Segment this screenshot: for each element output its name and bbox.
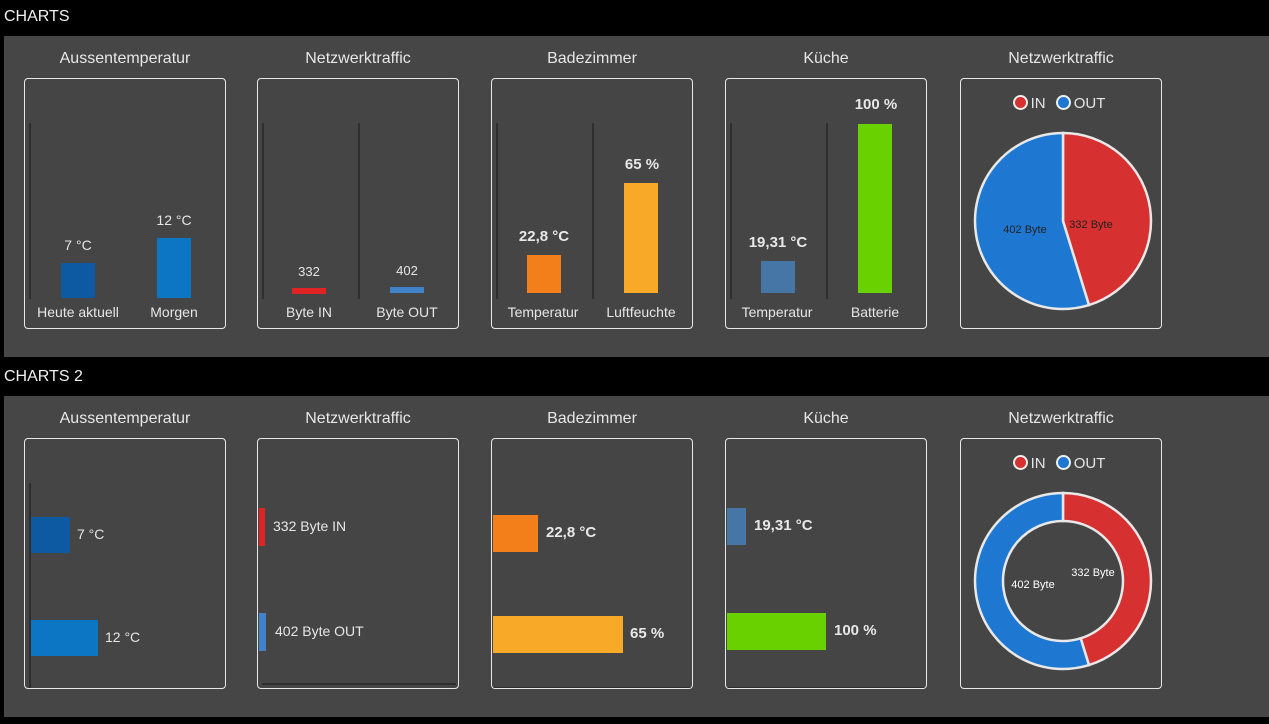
data-label: 12 °C xyxy=(156,212,192,228)
tick-label: Batterie xyxy=(850,304,900,320)
slice-label-out: 402 Byte xyxy=(1011,579,1054,591)
y-axis xyxy=(730,123,732,299)
widget-title: Aussentemperatur xyxy=(59,410,191,427)
bar-temperatur[interactable] xyxy=(761,261,795,293)
bar-luftfeuchte[interactable] xyxy=(624,183,658,293)
legend-label: OUT xyxy=(1073,455,1106,472)
legend-swatch-in xyxy=(1012,455,1028,470)
section-header-charts: CHARTS xyxy=(0,0,1269,36)
pie-slice-in[interactable] xyxy=(1061,131,1153,307)
widget-title: Netzwerktraffic xyxy=(305,50,411,67)
y-axis xyxy=(29,483,31,688)
data-label: 12 °C xyxy=(105,629,141,645)
chart-card-badezimmer[interactable]: 22,8 °C Temperatur 65 % Luftfeuchte xyxy=(491,78,693,329)
grid-line xyxy=(592,123,594,299)
chart-card-kueche-h[interactable]: 19,31 °C 100 % xyxy=(725,438,927,689)
donut-chart: 402 Byte 332 Byte xyxy=(973,491,1153,671)
bar-morgen[interactable] xyxy=(157,238,191,298)
x-axis xyxy=(262,683,456,685)
chart-card-badezimmer-h[interactable]: 22,8 °C 65 % xyxy=(491,438,693,689)
bar-byte-out[interactable] xyxy=(259,613,266,651)
tick-label: Temperatur xyxy=(507,304,579,320)
data-label: 19,31 °C xyxy=(748,234,808,251)
chart-card-aussentemperatur[interactable]: 7 °C Heute aktuell 12 °C Morgen xyxy=(24,78,226,329)
pie-chart: 402 Byte 332 Byte xyxy=(973,131,1153,311)
y-axis xyxy=(496,123,498,299)
data-label: 402 Byte OUT xyxy=(275,623,364,639)
bar-byte-out[interactable] xyxy=(390,287,424,293)
bar-morgen[interactable] xyxy=(31,620,98,656)
bar-luftfeuchte[interactable] xyxy=(493,616,623,653)
widget-title: Aussentemperatur xyxy=(59,50,191,67)
legend-swatch-out xyxy=(1055,95,1071,110)
data-label: 100 % xyxy=(834,622,877,639)
data-label: 332 xyxy=(298,264,320,279)
section-title: CHARTS 2 xyxy=(4,368,83,385)
legend-label: IN xyxy=(1030,455,1046,472)
widget-title: Netzwerktraffic xyxy=(1008,410,1114,427)
legend-swatch-in xyxy=(1012,95,1028,110)
x-axis xyxy=(492,687,692,688)
legend: IN OUT xyxy=(961,95,1161,112)
slice-label-in: 332 Byte xyxy=(1069,219,1112,231)
y-axis xyxy=(262,123,264,299)
chart-card-netzwerktraffic-h[interactable]: 332 Byte IN 402 Byte OUT xyxy=(257,438,459,689)
data-label: 65 % xyxy=(630,625,665,642)
legend: IN OUT xyxy=(961,455,1161,472)
tick-label: Luftfeuchte xyxy=(606,304,676,320)
tick-label: Heute aktuell xyxy=(37,304,119,320)
widget-title: Netzwerktraffic xyxy=(1008,50,1114,67)
bar-temperatur[interactable] xyxy=(527,255,561,293)
tick-label: Temperatur xyxy=(741,304,813,320)
data-label: 7 °C xyxy=(64,237,92,253)
grid-line xyxy=(358,123,360,299)
widget-title: Badezimmer xyxy=(547,410,637,427)
widget-title: Netzwerktraffic xyxy=(305,410,411,427)
bar-heute-aktuell[interactable] xyxy=(61,263,95,298)
bar-temperatur[interactable] xyxy=(727,508,746,545)
chart-card-netzwerktraffic[interactable]: 332 Byte IN 402 Byte OUT xyxy=(257,78,459,329)
legend-swatch-out xyxy=(1055,455,1071,470)
legend-label: OUT xyxy=(1073,95,1106,112)
widget-title: Küche xyxy=(803,50,849,67)
data-label: 22,8 °C xyxy=(546,524,597,541)
bar-byte-in[interactable] xyxy=(292,288,326,294)
chart-card-netzwerktraffic-donut[interactable]: IN OUT 402 Byte 332 Byte xyxy=(960,438,1162,689)
slice-label-out: 402 Byte xyxy=(1003,224,1046,236)
widget-title: Küche xyxy=(803,410,849,427)
x-axis xyxy=(726,687,926,688)
section-header-charts-2: CHARTS 2 xyxy=(0,360,1269,396)
data-label: 19,31 °C xyxy=(754,517,813,534)
chart-card-kueche[interactable]: 19,31 °C Temperatur 100 % Batterie xyxy=(725,78,927,329)
bar-byte-in[interactable] xyxy=(259,508,265,546)
bar-batterie[interactable] xyxy=(727,613,826,650)
data-label: 22,8 °C xyxy=(518,228,570,245)
tick-label: Morgen xyxy=(150,304,198,320)
pie-slice-out[interactable] xyxy=(973,491,1091,671)
data-label: 100 % xyxy=(854,96,898,113)
bar-heute-aktuell[interactable] xyxy=(31,517,70,553)
tick-label: Byte IN xyxy=(286,304,332,320)
tick-label: Byte OUT xyxy=(376,304,438,320)
bar-temperatur[interactable] xyxy=(493,515,538,552)
legend-label: IN xyxy=(1030,95,1046,112)
pie-slice-in[interactable] xyxy=(1061,491,1153,667)
grid-line xyxy=(826,123,828,299)
data-label: 7 °C xyxy=(77,526,105,542)
chart-card-netzwerktraffic-pie[interactable]: IN OUT 402 Byte 332 Byte xyxy=(960,78,1162,329)
y-axis xyxy=(29,123,31,299)
pie-slice-out[interactable] xyxy=(973,131,1091,311)
widget-title: Badezimmer xyxy=(547,50,637,67)
slice-label-in: 332 Byte xyxy=(1071,567,1114,579)
data-label: 332 Byte IN xyxy=(273,518,347,534)
section-title: CHARTS xyxy=(4,8,70,25)
data-label: 65 % xyxy=(624,156,660,173)
bar-batterie[interactable] xyxy=(858,124,892,293)
data-label: 402 xyxy=(396,263,418,278)
chart-card-aussentemperatur-h[interactable]: 7 °C 12 °C xyxy=(24,438,226,689)
